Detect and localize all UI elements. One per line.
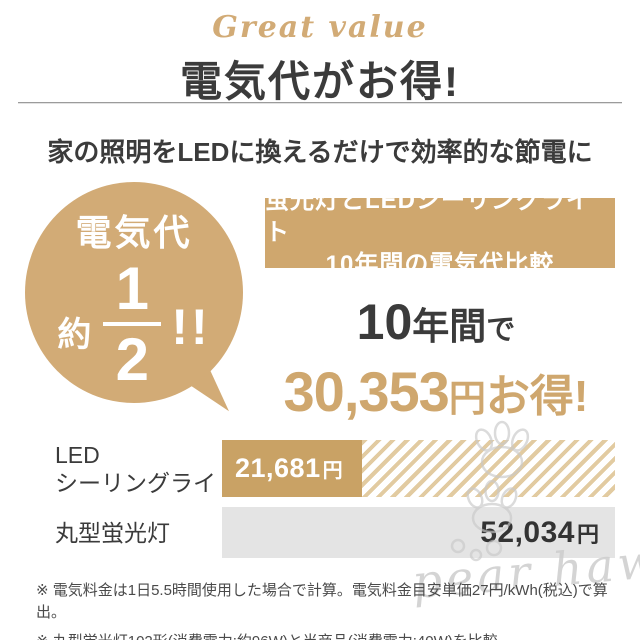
footnote-2: ※ 丸型蛍光灯102形(消費電力:約96W)と当商品(消費電力:40W)を比較。	[36, 631, 618, 640]
eyebrow-script-text: Great value	[212, 10, 428, 45]
savings-headline: 10年間で 30,353円お得!	[240, 294, 632, 436]
savings-years-label: 年間	[412, 306, 487, 347]
savings-suffix: お得!	[485, 372, 589, 421]
half-price-badge: 電気代 約 1 2 !!	[25, 182, 243, 412]
divider-line	[18, 102, 622, 104]
footnotes: ※ 電気料金は1日5.5時間使用した場合で計算。電気料金目安単価27円/kWh(…	[36, 580, 618, 640]
badge-exclamation: !!	[171, 299, 211, 355]
fraction-numerator: 1	[115, 255, 150, 322]
comparison-title-line2: 10年間の電気代比較	[325, 251, 555, 278]
savings-amount-line: 30,353円お得!	[240, 363, 632, 436]
bar-label-fluorescent: 丸型蛍光灯	[55, 519, 170, 547]
fraction-bar	[103, 322, 162, 326]
badge-fraction-row: 約 1 2 !!	[57, 255, 211, 393]
bar-label-led-line1: LED	[55, 442, 100, 468]
speech-bubble-circle: 電気代 約 1 2 !!	[25, 182, 243, 403]
savings-amount: 30,353	[283, 360, 450, 423]
subtitle-text: 家の照明をLEDに換えるだけで効率的な節電に	[47, 137, 593, 167]
bar-label-fluorescent-line1: 丸型蛍光灯	[55, 520, 170, 546]
bar-led-value: 21,681	[235, 453, 321, 483]
bar-fluorescent-unit: 円	[576, 521, 599, 547]
savings-particle: で	[486, 314, 516, 346]
fraction-denominator: 2	[115, 326, 150, 393]
savings-period-line: 10年間で	[240, 294, 632, 363]
footnote-1: ※ 電気料金は1日5.5時間使用した場合で計算。電気料金目安単価27円/kWh(…	[36, 582, 608, 621]
bar-label-led: LED シーリングライト	[55, 441, 239, 497]
badge-label: 電気代	[75, 212, 193, 253]
bar-fluorescent: 52,034 円	[222, 507, 615, 558]
page-title: 電気代がお得!	[180, 58, 460, 105]
savings-years-number: 10	[356, 294, 413, 350]
one-half-fraction: 1 2	[103, 255, 162, 393]
comparison-title-box: 蛍光灯とLEDシーリングライト 10年間の電気代比較	[265, 187, 615, 278]
bar-led-unit: 円	[322, 460, 343, 482]
badge-approx: 約	[57, 315, 92, 354]
bar-led-solid-segment: 21,681 円	[222, 440, 362, 497]
savings-yen-unit: 円	[448, 378, 486, 419]
bar-label-led-line2: シーリングライト	[55, 470, 239, 496]
comparison-title-line1: 蛍光灯とLEDシーリングライト	[265, 187, 591, 246]
watermark-paw-prints-icon	[450, 420, 530, 562]
